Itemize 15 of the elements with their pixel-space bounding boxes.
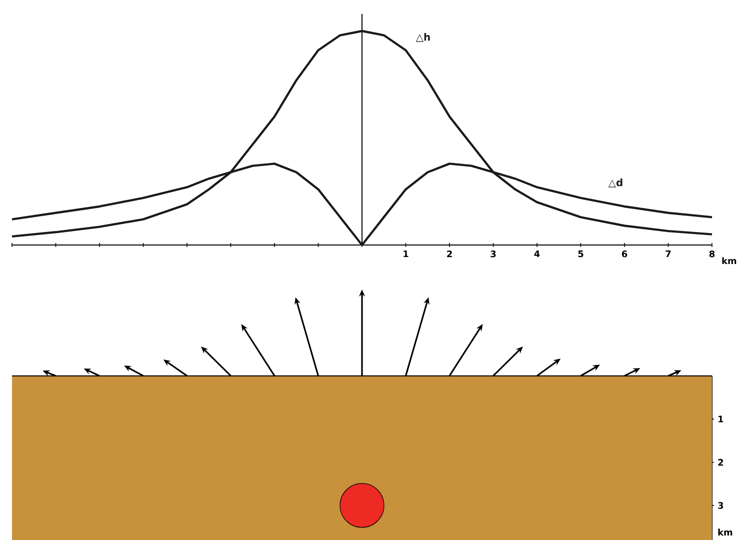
y-tick-label: 2: [718, 458, 723, 466]
series-label: △d: [608, 178, 622, 188]
x-tick-label: 3: [490, 250, 496, 258]
y-tick-label: 1: [718, 416, 724, 422]
x-tick-label: 6: [622, 250, 628, 258]
x-tick-label: 5: [578, 250, 584, 258]
x-tick-label: 8: [709, 250, 715, 258]
x-tick-label: 7: [666, 250, 671, 258]
y-axis-title: km: [718, 528, 732, 536]
x-tick-label: 2: [447, 250, 452, 258]
x-tick-label: 4: [534, 250, 540, 258]
x-tick-label: 1: [404, 250, 408, 258]
series-label: △h: [416, 33, 430, 42]
x-axis-title: km: [722, 257, 736, 264]
y-tick-label: 3: [718, 502, 724, 509]
